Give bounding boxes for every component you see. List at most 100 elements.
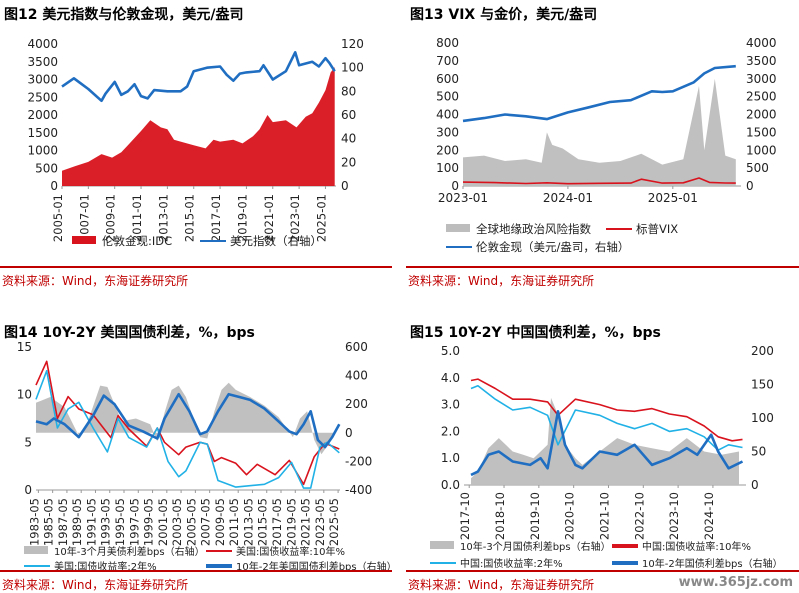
- y-right-tick-label: 3500: [746, 54, 777, 68]
- legend-label: 10年-2年国债利差bps（右轴）: [642, 557, 783, 570]
- x-tick-label: 2024-10: [702, 492, 716, 540]
- x-tick-label: 2025-01: [314, 194, 328, 242]
- x-tick-label: 1991-05: [84, 498, 98, 546]
- y-left-tick-label: 15: [17, 342, 32, 354]
- chart-panel-15: 图15 10Y-2Y 中国国债利差，%，bps 0.0 1.0 2.0 3.0 4.0 5…: [406, 318, 799, 592]
- legend-label: 全球地缘政治风险指数: [476, 222, 591, 236]
- legend-swatch: [24, 546, 48, 554]
- chart-panel-12: 图12 美元指数与伦敦金现，美元/盎司 0 500 1000 1500 2000 2500…: [0, 0, 392, 292]
- x-tick-label: 2005-01: [51, 194, 65, 242]
- x-tick-label: 2003-05: [170, 498, 184, 546]
- x-tick-label: 2024-01: [543, 191, 593, 205]
- y-left-tick-label: 0: [50, 179, 58, 193]
- chart-title: 图12 美元指数与伦敦金现，美元/盎司: [4, 7, 244, 23]
- y-right-tick-label: 100: [341, 61, 364, 75]
- legend-label: 中国:国债收益率:10年%: [642, 540, 751, 553]
- y-right-tick-label: 600: [345, 342, 368, 354]
- y-left-tick-label: 300: [436, 125, 459, 139]
- y-left-tick-label: 1000: [27, 144, 58, 158]
- y-right-tick-label: 4000: [746, 36, 777, 50]
- y-right-tick-label: 1000: [746, 143, 777, 157]
- y-left-tick-label: 500: [35, 161, 58, 175]
- y-left-tick-label: 500: [436, 90, 459, 104]
- x-tick-label: 1995-05: [113, 498, 127, 546]
- y-right-tick-label: 3000: [746, 72, 777, 86]
- series-line: [470, 385, 743, 451]
- x-tick-label: 2023-01: [288, 194, 302, 242]
- legend-label: 10年-3个月美债利差bps（右轴）: [54, 545, 205, 558]
- series-area: [62, 67, 335, 186]
- y-right-tick-label: 400: [345, 369, 368, 383]
- x-tick-label: 1989-05: [70, 498, 84, 546]
- divider: [406, 570, 799, 572]
- x-tick-label: 2021-10: [597, 492, 611, 540]
- x-tick-label: 1997-05: [127, 498, 141, 546]
- x-tick-label: 2025-01: [648, 191, 698, 205]
- source-note: 资料来源：Wind，东海证券研究所: [408, 274, 595, 288]
- y-left-tick-label: 800: [436, 36, 459, 50]
- legend-swatch: [430, 541, 454, 549]
- y-left-tick-label: 3500: [27, 55, 58, 69]
- y-left-tick-label: 10: [17, 388, 32, 402]
- legend-label: 10年-3个月国债利差bps（右轴）: [460, 540, 611, 553]
- y-left-tick-label: 200: [436, 143, 459, 157]
- chart-plot: 0 500 1000 1500 2000 2500 3000 3500 4000 0 20 40 60 8…: [27, 37, 364, 248]
- y-right-tick-label: 2500: [746, 90, 777, 104]
- x-tick-label: 2015-01: [183, 194, 197, 242]
- x-tick-label: 2019-05: [284, 498, 298, 546]
- legend-swatch: [72, 236, 96, 244]
- x-tick-label: 2005-05: [184, 498, 198, 546]
- divider: [406, 266, 799, 268]
- x-tick-label: 2019-10: [528, 492, 542, 540]
- y-right-tick-label: 40: [341, 132, 356, 146]
- x-tick-label: 2015-05: [256, 498, 270, 546]
- x-tick-label: 2023-10: [667, 492, 681, 540]
- y-right-tick-label: 120: [341, 37, 364, 51]
- y-left-tick-label: 400: [436, 108, 459, 122]
- y-left-tick-label: 600: [436, 72, 459, 86]
- y-left-tick-label: 0: [24, 483, 32, 497]
- source-note: 资料来源：Wind，东海证券研究所: [408, 578, 595, 592]
- series-line: [462, 64, 736, 123]
- y-left-tick-label: 2.0: [441, 424, 460, 438]
- y-right-tick-label: 100: [751, 411, 774, 425]
- series-line: [35, 370, 340, 489]
- y-left-tick-label: 4.0: [441, 371, 460, 385]
- x-tick-label: 2011-01: [130, 194, 144, 242]
- x-tick-label: 2021-01: [262, 194, 276, 242]
- x-tick-label: 1993-05: [99, 498, 113, 546]
- x-tick-label: 2017-05: [270, 498, 284, 546]
- series-line: [61, 51, 336, 103]
- y-left-tick-label: 5.0: [441, 344, 460, 358]
- x-tick-label: 1987-05: [56, 498, 70, 546]
- x-tick-label: 1983-05: [27, 498, 41, 546]
- x-tick-label: 2013-01: [156, 194, 170, 242]
- y-left-tick-label: 2500: [27, 90, 58, 104]
- x-tick-label: 2009-01: [104, 194, 118, 242]
- y-right-tick-label: 0: [341, 179, 349, 193]
- y-left-tick-label: 4000: [27, 37, 58, 51]
- series-line: [462, 177, 736, 185]
- legend-label: 10年-2年美国国债利差bps（右轴）: [236, 560, 392, 573]
- y-left-tick-label: 5: [24, 435, 32, 449]
- y-right-tick-label: 80: [341, 84, 356, 98]
- y-right-tick-label: 150: [751, 378, 774, 392]
- y-left-tick-label: 3000: [27, 73, 58, 87]
- x-tick-label: 1985-05: [42, 498, 56, 546]
- divider: [0, 266, 392, 268]
- legend-swatch: [446, 224, 470, 232]
- x-tick-label: 2013-05: [241, 498, 255, 546]
- chart-title: 图13 VIX 与金价，美元/盎司: [410, 7, 598, 23]
- y-right-tick-label: 2000: [746, 108, 777, 122]
- x-tick-label: 2019-01: [235, 194, 249, 242]
- x-tick-label: 2009-05: [213, 498, 227, 546]
- y-left-tick-label: 1500: [27, 126, 58, 140]
- legend-label: 美国:国债收益率:10年%: [236, 545, 345, 558]
- y-left-tick-label: 0.0: [441, 478, 460, 492]
- series-line: [35, 392, 341, 449]
- legend-label: 伦敦金现（美元/盎司，右轴）: [476, 240, 629, 254]
- y-right-tick-label: 50: [751, 445, 766, 459]
- x-tick-label: 2011-05: [227, 498, 241, 546]
- legend-label: 美国:国债收益率:2年%: [54, 560, 157, 573]
